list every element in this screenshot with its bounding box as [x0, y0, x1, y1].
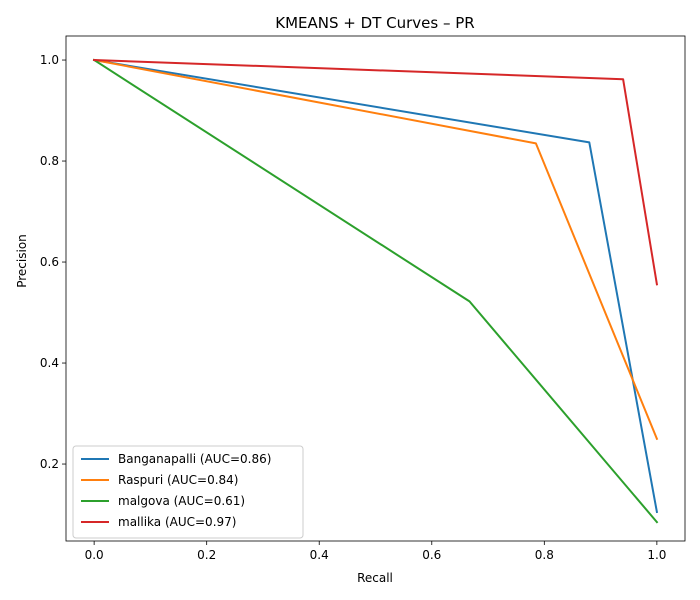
- legend: Banganapalli (AUC=0.86) Raspuri (AUC=0.84…: [72, 445, 304, 539]
- x-axis-label: Recall: [357, 571, 393, 585]
- axis-ticks: 0.0 0.2 0.4 0.6 0.8 1.0 0.2 0.4 0.6 0.8 1.0: [40, 53, 667, 562]
- y-tick-label: 0.8: [40, 154, 59, 168]
- legend-label-2: malgova (AUC=0.61): [118, 494, 245, 508]
- y-tick-label: 0.6: [40, 255, 59, 269]
- y-tick-label: 1.0: [40, 53, 59, 67]
- x-tick-label: 0.2: [197, 548, 216, 562]
- x-tick-label: 1.0: [647, 548, 666, 562]
- plot-frame: [65, 35, 686, 542]
- legend-label-1: Raspuri (AUC=0.84): [118, 473, 239, 487]
- series-line-1: [92, 58, 659, 441]
- y-tick-label: 0.4: [40, 356, 59, 370]
- chart-title: KMEANS + DT Curves – PR: [275, 14, 474, 32]
- x-tick-label: 0.4: [310, 548, 329, 562]
- plot-area: [92, 58, 659, 524]
- x-tick-label: 0.6: [422, 548, 441, 562]
- x-tick-label: 0.8: [535, 548, 554, 562]
- series-line-0: [92, 58, 659, 514]
- series-line-2: [92, 58, 659, 524]
- legend-label-0: Banganapalli (AUC=0.86): [118, 452, 271, 466]
- y-tick-label: 0.2: [40, 457, 59, 471]
- x-tick-label: 0.0: [85, 548, 104, 562]
- legend-box: [72, 445, 304, 539]
- y-axis-label: Precision: [15, 234, 29, 288]
- legend-label-3: mallika (AUC=0.97): [118, 515, 236, 529]
- series-line-3: [93, 58, 659, 286]
